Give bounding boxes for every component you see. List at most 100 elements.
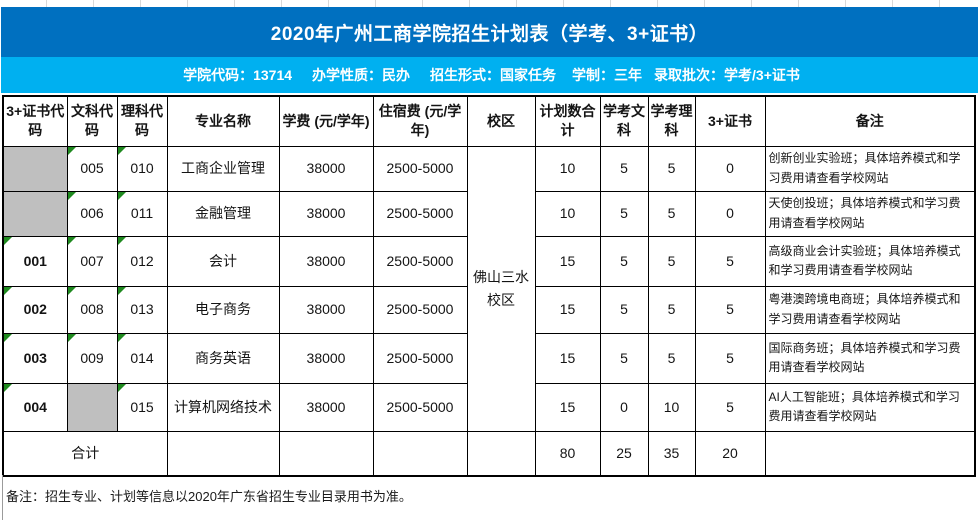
error-indicator-triangle-icon (4, 334, 12, 342)
error-indicator-triangle-icon (68, 237, 76, 245)
info-admission-batch: 录取批次：学考/3+证书 (654, 67, 800, 83)
cell-major: 金融管理 (166, 190, 280, 237)
cell-xk-wen: 5 (599, 235, 649, 287)
info-enroll-form: 招生形式：国家任务 (430, 67, 557, 83)
cell-note: AI人工智能班；具体培养模式和学习费用请查看学校网站 (764, 382, 976, 432)
cell-note: 天使创投班；具体培养模式和学习费用请查看学校网站 (764, 190, 976, 237)
cell-li-code: 013 (116, 285, 168, 334)
total-label-cell: 合计 (2, 430, 168, 477)
error-indicator-triangle-icon (68, 334, 76, 342)
col-header-tuition: 学费 (元/学年) (278, 95, 374, 147)
cell-dorm: 2500-5000 (372, 235, 468, 287)
cell-cert-code: 002 (2, 285, 68, 334)
cell-xk-li: 5 (647, 190, 696, 237)
col-header-cert-code: 3+证书代码 (2, 95, 68, 147)
cell-xk-wen: 5 (599, 190, 649, 237)
error-indicator-triangle-icon (118, 334, 126, 342)
campus-cell: 佛山三水校区 (466, 145, 536, 432)
cell-wen-code: 008 (66, 285, 118, 334)
error-indicator-triangle-icon (118, 287, 126, 295)
cell-dorm: 2500-5000 (372, 332, 468, 384)
error-indicator-triangle-icon (4, 237, 12, 245)
cell-cert3: 5 (694, 332, 766, 384)
cell-tuition: 38000 (278, 235, 374, 287)
cell-tuition: 38000 (278, 190, 374, 237)
col-header-li-code: 理科代码 (116, 95, 168, 147)
admission-plan-table: 3+证书代码 文科代码 理科代码 专业名称 学费 (元/学年) 住宿费 (元/学… (2, 95, 976, 477)
cell-note: 创新创业实验班；具体培养模式和学习费用请查看学校网站 (764, 145, 976, 192)
cell-li-code: 014 (116, 332, 168, 384)
cell-major: 电子商务 (166, 285, 280, 334)
cell-li-code: 011 (116, 190, 168, 237)
table-row: 004 015 计算机网络技术 38000 2500-5000 15 0 10 5 AI人工智能班… (2, 382, 976, 432)
cell-xk-li: 5 (647, 235, 696, 287)
cell-major: 工商企业管理 (166, 145, 280, 192)
cell-note: 高级商业会计实验班；具体培养模式和学习费用请查看学校网站 (764, 235, 976, 287)
cell-note: 粤港澳跨境电商班；具体培养模式和学习费用请查看学校网站 (764, 285, 976, 334)
cell-plan: 10 (534, 145, 601, 192)
table-row: 006 011 金融管理 38000 2500-5000 10 5 5 0 天使创投班；具体培养模… (2, 190, 976, 237)
cell-tuition: 38000 (278, 285, 374, 334)
cell-xk-wen: 0 (599, 382, 649, 432)
table-row: 003 009 014 商务英语 38000 2500-5000 15 5 5 5 国际商务班；具体… (2, 332, 976, 384)
cell-plan: 15 (534, 285, 601, 334)
cell-xk-wen: 5 (599, 145, 649, 192)
cell-xk-li: 5 (647, 145, 696, 192)
cell-major: 计算机网络技术 (166, 382, 280, 432)
cell-cert3: 5 (694, 285, 766, 334)
cell-plan: 15 (534, 382, 601, 432)
error-indicator-triangle-icon (118, 147, 126, 155)
col-header-cert3: 3+证书 (694, 95, 766, 147)
cell-xk-li: 10 (647, 382, 696, 432)
cell-li-code: 010 (116, 145, 168, 192)
footer-note: 备注：招生专业、计划等信息以2020年广东省招生专业目录用书为准。 (6, 489, 412, 504)
cell-xk-wen: 5 (599, 332, 649, 384)
col-header-plan-total: 计划数合计 (534, 95, 601, 147)
cell-wen-code (66, 382, 118, 432)
table-row: 002 008 013 电子商务 38000 2500-5000 15 5 5 5 粤港澳跨境电商班… (2, 285, 976, 334)
cell-tuition: 38000 (278, 332, 374, 384)
cell-cert3: 5 (694, 235, 766, 287)
cell-plan: 15 (534, 235, 601, 287)
cell-tuition: 38000 (278, 145, 374, 192)
total-plan-cell: 80 (534, 430, 601, 477)
cell-wen-code: 006 (66, 190, 118, 237)
error-indicator-triangle-icon (4, 384, 12, 392)
cell-cert-code: 001 (2, 235, 68, 287)
cell-cert-code (2, 190, 68, 237)
total-xk-wen-cell: 25 (599, 430, 649, 477)
cell-wen-code: 005 (66, 145, 118, 192)
cell-wen-code: 009 (66, 332, 118, 384)
info-school-nature: 办学性质：民办 (312, 67, 411, 83)
total-empty-campus (466, 430, 536, 477)
total-empty-dorm (372, 430, 468, 477)
info-bar: 学院代码：13714 办学性质：民办 招生形式：国家任务 学制：三年 录取批次：… (1, 57, 978, 93)
title-bar: 2020年广州工商学院招生计划表（学考、3+证书） (1, 7, 978, 57)
col-header-xk-li: 学考理科 (647, 95, 696, 147)
table-row: 005 010 工商企业管理 38000 2500-5000 佛山三水校区 10 5 5 0 创新创… (2, 145, 976, 432)
total-row: 合计 80 25 35 20 (2, 430, 976, 477)
cell-cert3: 0 (694, 145, 766, 192)
cell-note: 国际商务班；具体培养模式和学习费用请查看学校网站 (764, 332, 976, 384)
error-indicator-triangle-icon (118, 237, 126, 245)
error-indicator-triangle-icon (118, 192, 126, 200)
cell-cert-code: 003 (2, 332, 68, 384)
cell-dorm: 2500-5000 (372, 382, 468, 432)
cell-major: 会计 (166, 235, 280, 287)
col-header-major: 专业名称 (166, 95, 280, 147)
cell-cert3: 5 (694, 382, 766, 432)
cell-xk-li: 5 (647, 332, 696, 384)
col-header-xk-wen: 学考文科 (599, 95, 649, 147)
cell-xk-li: 5 (647, 285, 696, 334)
cell-tuition: 38000 (278, 382, 374, 432)
page-title: 2020年广州工商学院招生计划表（学考、3+证书） (270, 23, 709, 45)
cell-dorm: 2500-5000 (372, 145, 468, 192)
spreadsheet-gridline-strip (0, 0, 979, 7)
error-indicator-triangle-icon (68, 147, 76, 155)
header-row: 3+证书代码 文科代码 理科代码 专业名称 学费 (元/学年) 住宿费 (元/学… (2, 95, 976, 147)
cell-cert-code: 004 (2, 382, 68, 432)
cell-cert-code (2, 145, 68, 192)
col-header-remarks: 备注 (764, 95, 976, 147)
cell-cert3: 0 (694, 190, 766, 237)
cell-dorm: 2500-5000 (372, 285, 468, 334)
